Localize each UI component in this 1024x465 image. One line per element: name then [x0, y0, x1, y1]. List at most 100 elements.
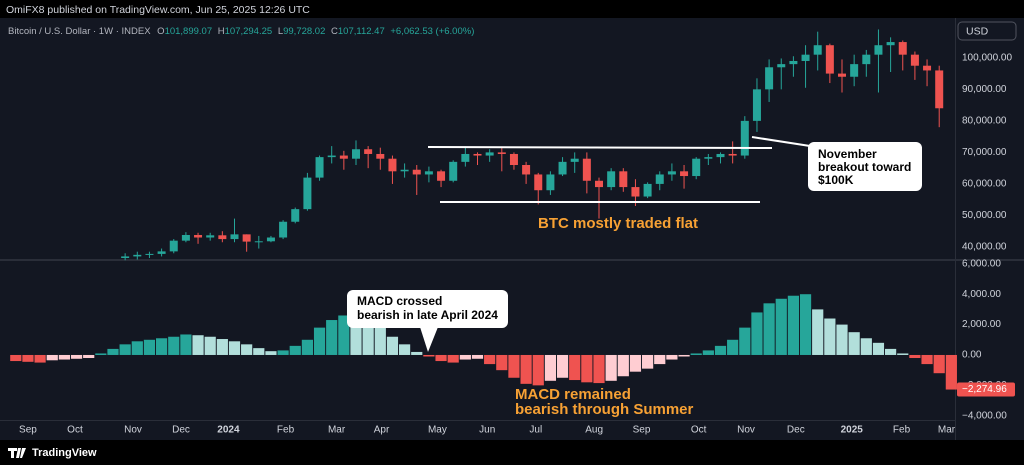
histogram-bar — [119, 344, 131, 355]
x-tick-label: Jun — [479, 425, 495, 436]
candle-body — [266, 237, 275, 242]
histogram-bar — [933, 354, 945, 374]
histogram-bar — [423, 354, 435, 357]
candle-body — [923, 65, 932, 71]
candle-body — [412, 169, 421, 175]
histogram-bar — [787, 295, 800, 355]
histogram-bar — [751, 312, 763, 355]
x-tick-label: Feb — [893, 425, 911, 436]
x-tick-label: Dec — [787, 425, 805, 436]
annotation-text: BTC mostly traded flat — [538, 215, 698, 232]
candle-body — [558, 161, 567, 175]
y-tick-label: 40,000.00 — [962, 242, 1007, 253]
candle-body — [910, 54, 919, 66]
histogram-bar — [253, 348, 265, 355]
currency: USD — [966, 25, 989, 37]
candle-body — [667, 171, 676, 175]
logo-icon — [8, 448, 26, 458]
histogram-bar — [714, 345, 727, 355]
candle-body — [728, 153, 737, 156]
callout-text: $100K — [818, 173, 854, 187]
histogram-bar — [520, 354, 532, 384]
x-tick-label: 2024 — [217, 425, 240, 436]
histogram-bar — [289, 345, 301, 355]
x-tick-label: Sep — [19, 425, 37, 436]
histogram-bar — [605, 354, 617, 381]
y-tick-label: 100,000.00 — [962, 52, 1012, 63]
candle-body — [181, 234, 190, 241]
histogram-bar — [459, 354, 471, 360]
y-tick-label: 50,000.00 — [962, 210, 1007, 221]
candle-body — [704, 157, 713, 159]
y-tick-label: 2,000.00 — [962, 319, 1001, 330]
histogram-bar — [192, 335, 204, 355]
candle-body — [752, 89, 761, 121]
candle-body — [230, 234, 239, 240]
candle-body — [740, 120, 749, 156]
change: +6,062.53 (+6.00%) — [390, 26, 474, 37]
currency-button[interactable] — [957, 21, 1017, 41]
candle-body — [765, 67, 774, 90]
x-tick-label: 2025 — [841, 425, 864, 436]
candle-body — [242, 234, 251, 242]
candle-body — [351, 149, 360, 159]
last-value-tag — [957, 382, 1015, 397]
histogram-bar — [265, 351, 277, 355]
x-tick-label: May — [428, 425, 447, 436]
histogram-bar — [666, 354, 678, 360]
histogram-bar — [642, 354, 654, 369]
ohlc-key: O — [157, 26, 164, 37]
histogram-bar — [374, 327, 386, 355]
histogram-bar — [496, 354, 508, 371]
histogram-bar — [484, 354, 496, 365]
candle-body — [509, 153, 518, 166]
histogram-bar — [848, 332, 860, 355]
candle-body — [850, 64, 859, 77]
histogram-bar — [168, 336, 180, 355]
callout-text: breakout toward — [818, 160, 911, 174]
histogram-bar — [763, 303, 775, 355]
histogram-bar — [338, 315, 350, 355]
histogram-bar — [508, 354, 520, 378]
candle-body — [935, 70, 944, 109]
candle-body — [254, 241, 263, 243]
histogram-bar — [131, 341, 143, 355]
candle-body — [376, 153, 385, 159]
x-tick-label: Aug — [585, 425, 603, 436]
y-tick-label: 6,000.00 — [962, 258, 1001, 269]
x-tick-label: Sep — [633, 425, 651, 436]
candle-body — [327, 155, 336, 158]
candle-body — [607, 171, 616, 188]
histogram-bar — [739, 327, 751, 355]
histogram-bar — [46, 354, 58, 361]
x-tick-label: Jul — [529, 425, 542, 436]
histogram-bar — [824, 318, 836, 355]
candle-body — [655, 174, 664, 184]
y-tick-label: 60,000.00 — [962, 179, 1007, 190]
plot: 40,000.00 50,000.00 60,000.00 70,000.00 80,0… — [10, 29, 1015, 436]
histogram-bar — [301, 339, 313, 355]
histogram-bar — [945, 354, 957, 390]
callout-box — [808, 142, 922, 191]
candle-body — [595, 180, 604, 188]
histogram-bar — [532, 354, 544, 386]
candle-body — [874, 45, 883, 55]
range-top-line — [427, 146, 773, 149]
candle-body — [461, 153, 470, 162]
ohlc-key: C — [331, 26, 338, 37]
candle-body — [291, 209, 300, 222]
publisher: OmiFX8 published on TradingView.com, Jun… — [6, 4, 310, 16]
x-tick-label: Oct — [691, 425, 707, 436]
histogram-bar — [775, 298, 787, 355]
candle-body — [789, 60, 798, 65]
ohlc-value: 99,728.02 — [283, 26, 325, 37]
histogram-bar — [95, 353, 107, 355]
y-tick-label: 0.00 — [962, 350, 982, 361]
histogram-bar — [34, 354, 46, 363]
candle-body — [522, 165, 531, 175]
y-tick-label: −4,000.00 — [962, 410, 1007, 421]
candle-body — [145, 253, 154, 255]
histogram-bar — [629, 354, 642, 372]
